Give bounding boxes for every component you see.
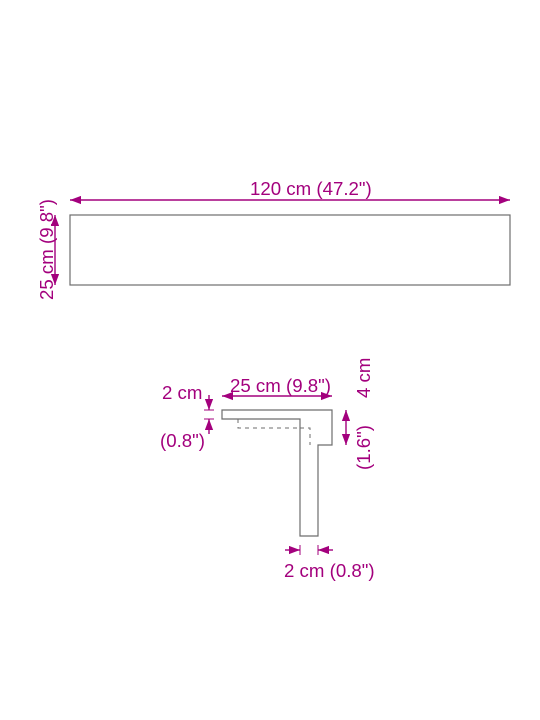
- diagram-svg: [0, 0, 540, 720]
- diagram-canvas: 120 cm (47.2") 25 cm (9.8") 25 cm (9.8")…: [0, 0, 540, 720]
- label-profile-right-1: 4 cm: [353, 358, 375, 398]
- label-profile-bottom: 2 cm (0.8"): [284, 560, 375, 582]
- profile-outline: [222, 410, 332, 536]
- dim-profile-bottom: [285, 545, 333, 555]
- profile-dashed: [238, 419, 300, 428]
- label-profile-left-2: (0.8"): [160, 430, 205, 452]
- label-profile-right-2: (1.6"): [353, 425, 375, 470]
- label-profile-left-1: 2 cm: [162, 382, 202, 404]
- label-top-width: 120 cm (47.2"): [250, 178, 372, 200]
- profile-dashed-2: [300, 428, 310, 445]
- dim-profile-left: [204, 395, 214, 434]
- label-profile-top: 25 cm (9.8"): [230, 375, 331, 397]
- top-view-rect: [70, 215, 510, 285]
- label-top-height: 25 cm (9.8"): [36, 199, 58, 300]
